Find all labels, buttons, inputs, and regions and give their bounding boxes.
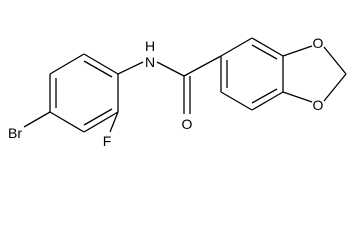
bonds [23,37,347,133]
atom-label: Br [8,125,22,141]
atom-label: O [313,97,324,113]
atom-label: F [103,133,112,149]
atom-label: N [145,54,155,70]
atom-label: O [313,35,324,51]
atom-label: H [145,38,155,54]
atom-label: O [182,116,193,132]
molecule-diagram: Br F H N O O O [8,35,347,149]
